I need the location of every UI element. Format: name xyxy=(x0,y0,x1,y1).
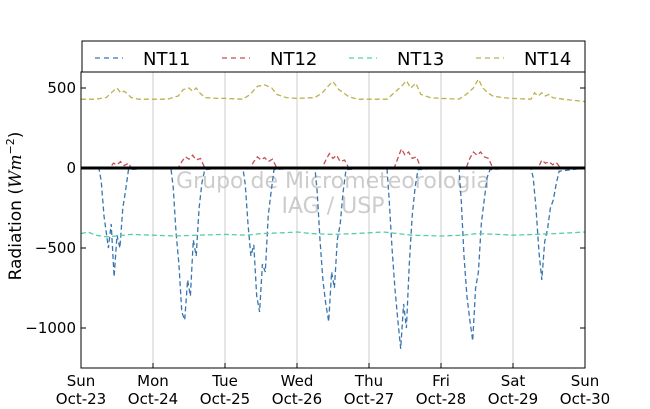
x-tick-date: Oct-25 xyxy=(200,390,250,408)
x-tick-weekday: Mon xyxy=(137,372,169,390)
x-tick-date: Oct-26 xyxy=(272,390,322,408)
y-axis-label-exponent: −2 xyxy=(4,138,17,154)
y-axis-label: Radiation (Wm−2) xyxy=(4,132,26,281)
y-tick-label: 500 xyxy=(47,79,76,97)
legend-label-nt14: NT14 xyxy=(524,49,571,70)
watermark-line-2: IAG / USP xyxy=(282,194,385,219)
plot-frame xyxy=(80,71,586,369)
series-line-nt11 xyxy=(80,167,586,349)
y-axis-label-unit: Wm xyxy=(6,154,26,188)
x-tick-date: Oct-24 xyxy=(128,390,178,408)
series-line-nt13 xyxy=(80,231,586,238)
x-tick-weekday: Tue xyxy=(211,372,238,390)
watermark: Grupo de Micrometeorologia IAG / USP xyxy=(176,169,490,219)
grid-layer xyxy=(152,72,514,368)
x-tick-date: Oct-30 xyxy=(560,390,610,408)
y-axis-ticks: 500 0 −500 −1000 xyxy=(25,79,585,337)
y-tick-label: −1000 xyxy=(25,319,76,337)
series-line-nt14 xyxy=(81,77,586,103)
y-tick-label: −500 xyxy=(35,239,76,257)
x-tick-date: Oct-29 xyxy=(488,390,538,408)
legend-label-nt11: NT11 xyxy=(143,49,190,70)
x-tick-weekday: Thu xyxy=(354,372,383,390)
legend: NT11 NT12 NT13 NT14 xyxy=(81,40,586,73)
legend-label-nt13: NT13 xyxy=(397,49,444,70)
x-tick-weekday: Sun xyxy=(67,372,96,390)
x-axis-ticks: SunOct-23MonOct-24TueOct-25WedOct-26ThuO… xyxy=(56,363,610,408)
x-tick-date: Oct-23 xyxy=(56,390,106,408)
y-tick-label: 0 xyxy=(66,159,76,177)
y-axis-label-main: Radiation ( xyxy=(6,188,26,280)
legend-label-nt12: NT12 xyxy=(270,49,317,70)
x-tick-date: Oct-28 xyxy=(416,390,466,408)
x-tick-weekday: Fri xyxy=(432,372,450,390)
watermark-line-1: Grupo de Micrometeorologia xyxy=(176,169,490,194)
series-layer xyxy=(80,77,586,349)
series-line-nt12 xyxy=(81,147,585,169)
x-tick-weekday: Wed xyxy=(281,372,314,390)
y-axis-label-close: ) xyxy=(6,132,26,139)
x-tick-weekday: Sun xyxy=(571,372,600,390)
legend-frame xyxy=(81,40,586,73)
x-tick-date: Oct-27 xyxy=(344,390,394,408)
x-tick-weekday: Sat xyxy=(501,372,526,390)
